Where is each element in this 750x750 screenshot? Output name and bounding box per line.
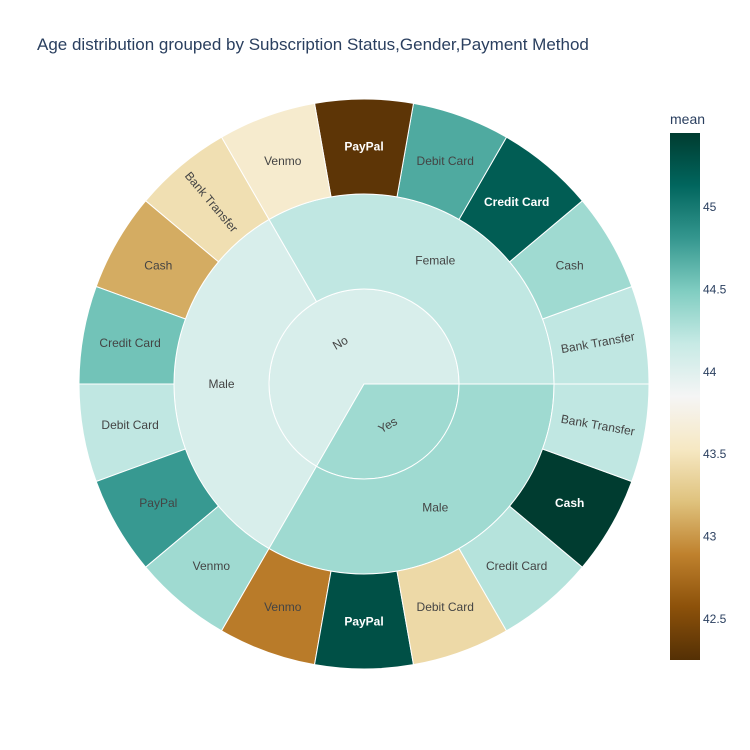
colorbar-tick-label: 45: [703, 200, 717, 214]
colorbar-tick-label: 44: [703, 365, 717, 379]
label-no: No: [330, 333, 351, 353]
label-no-female-credit-card: Credit Card: [484, 195, 549, 209]
label-no-male-paypal: PayPal: [139, 496, 177, 510]
label-no-female-paypal: PayPal: [344, 140, 383, 154]
label-no-male: Male: [208, 377, 234, 391]
label-yes-male-venmo: Venmo: [264, 600, 302, 614]
label-no-female-cash: Cash: [556, 258, 584, 272]
colorbar-tick-label: 42.5: [703, 612, 727, 626]
colorbar-tick-label: 43: [703, 529, 717, 543]
segment-yes-male-bank-transfer[interactable]: [541, 383, 650, 483]
label-no-female-debit-card: Debit Card: [417, 154, 474, 168]
colorbar-tick-label: 44.5: [703, 282, 727, 296]
colorbar-title: mean: [670, 111, 705, 127]
colorbar: mean 42.5 43 43.5 44 44.5 45: [670, 111, 727, 660]
colorbar-tick-label: 43.5: [703, 447, 727, 461]
label-no-female: Female: [415, 254, 455, 268]
label-yes-male-credit-card: Credit Card: [486, 559, 547, 573]
label-yes-male-paypal: PayPal: [344, 615, 383, 629]
label-no-male-debit-card: Debit Card: [101, 418, 158, 432]
label-yes-male: Male: [422, 500, 448, 514]
colorbar-ticks: 42.5 43 43.5 44 44.5 45: [703, 200, 727, 626]
label-no-female-venmo: Venmo: [264, 154, 302, 168]
colorbar-gradient: [670, 133, 700, 660]
label-no-male-credit-card: Credit Card: [99, 336, 160, 350]
label-no-male-venmo: Venmo: [193, 559, 231, 573]
label-no-male-cash: Cash: [144, 258, 172, 272]
label-yes-male-cash: Cash: [555, 496, 584, 510]
label-yes-male-debit-card: Debit Card: [417, 600, 474, 614]
chart-title: Age distribution grouped by Subscription…: [37, 35, 589, 54]
